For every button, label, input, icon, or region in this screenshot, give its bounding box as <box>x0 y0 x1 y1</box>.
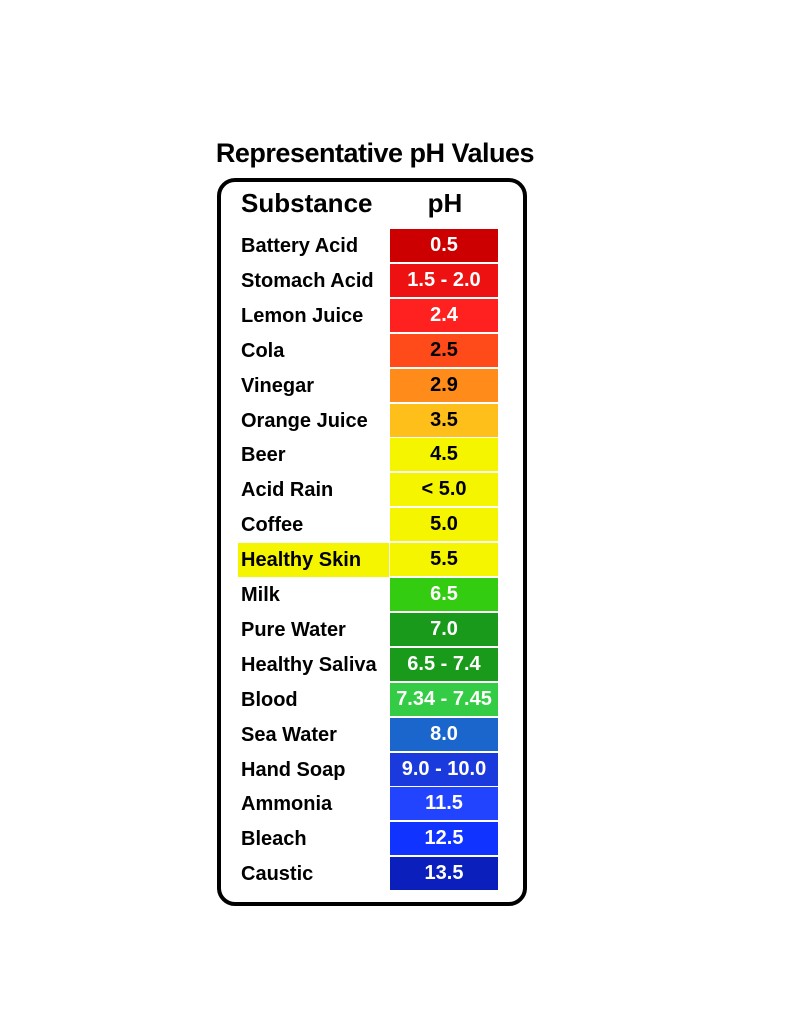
table-frame <box>217 178 527 906</box>
substance-label: Orange Juice <box>241 409 368 432</box>
substance-label: Blood <box>241 688 298 711</box>
substance-label: Cola <box>241 339 285 362</box>
ph-value-cell: 13.5 <box>390 857 498 891</box>
ph-value-cell: 2.9 <box>390 368 498 402</box>
ph-value-cell: 3.5 <box>390 403 498 437</box>
ph-value-cell: 5.0 <box>390 508 498 542</box>
substance-label: Battery Acid <box>241 235 359 257</box>
ph-value-cell: 7.34 - 7.45 <box>390 682 498 716</box>
ph-value-cell: 9.0 - 10.0 <box>390 752 498 786</box>
ph-value-cell: 11.5 <box>390 787 498 821</box>
ph-value-cell: 2.5 <box>390 333 498 367</box>
substance-label: Healthy Saliva <box>241 653 377 676</box>
ph-value-cell: 5.5 <box>390 543 498 577</box>
substance-label: Coffee <box>241 514 304 537</box>
substance-label: Hand Soap <box>241 758 346 781</box>
substance-label: Pure Water <box>241 618 346 641</box>
ph-value-cell: 12.5 <box>390 822 498 856</box>
chart-title: Representative pH Values <box>215 138 535 168</box>
ph-value-cell: 6.5 - 7.4 <box>390 647 498 681</box>
ph-value-cell: 2.4 <box>390 298 498 332</box>
substance-label: Vinegar <box>241 374 314 397</box>
substance-label: Stomach Acid <box>241 269 374 292</box>
substance-label: Acid Rain <box>241 479 334 502</box>
substance-label: Sea Water <box>241 723 337 746</box>
substance-label: Milk <box>241 584 280 606</box>
substance-label: Beer <box>241 444 286 467</box>
substance-label: Caustic <box>241 863 314 886</box>
column-header-ph: pH <box>427 188 463 218</box>
ph-value-cell: 0.5 <box>390 229 498 262</box>
substance-label: Bleach <box>241 828 307 851</box>
ph-value-cell: 8.0 <box>390 717 498 751</box>
ph-value-cell: < 5.0 <box>390 473 498 507</box>
substance-label: Ammonia <box>241 793 333 816</box>
ph-value-cell: 1.5 - 2.0 <box>390 263 498 297</box>
ph-value-cell: 4.5 <box>390 438 498 472</box>
substance-label: Lemon Juice <box>241 304 364 327</box>
column-header-substance: Substance <box>241 188 373 218</box>
ph-value-cell: 6.5 <box>390 578 498 611</box>
substance-label: Healthy Skin <box>238 543 389 578</box>
ph-value-cell: 7.0 <box>390 612 498 646</box>
